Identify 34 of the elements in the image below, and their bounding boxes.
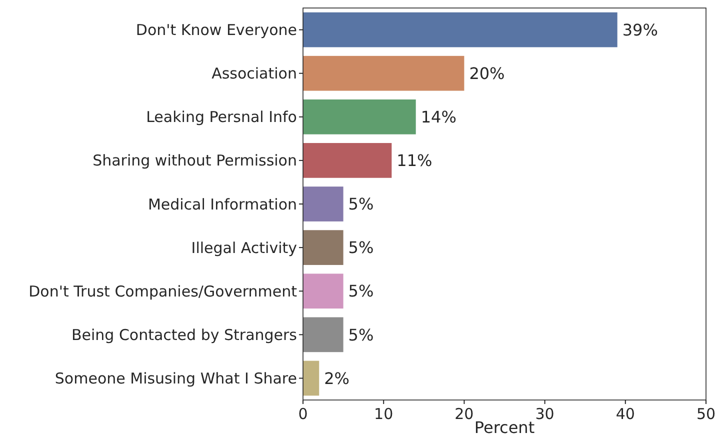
y-tick-label: Medical Information xyxy=(148,195,297,214)
bar xyxy=(303,186,344,222)
data-label: 5% xyxy=(348,282,374,301)
y-tick-label: Association xyxy=(212,64,297,83)
x-tick-label: 20 xyxy=(454,405,474,423)
x-tick-label: 0 xyxy=(298,405,308,423)
bar xyxy=(303,143,392,178)
data-label: 14% xyxy=(420,107,456,126)
x-tick-label: 10 xyxy=(374,405,394,423)
data-label: 2% xyxy=(324,368,350,388)
data-label: 20% xyxy=(469,64,505,83)
y-tick-label: Illegal Activity xyxy=(191,238,298,257)
bar xyxy=(303,274,344,309)
bar xyxy=(303,99,416,134)
x-tick-label: 40 xyxy=(616,405,635,423)
bar xyxy=(303,360,320,396)
data-label: 39% xyxy=(622,20,658,40)
y-tick-label: Leaking Persnal Info xyxy=(146,108,297,126)
y-tick-label: Sharing without Permission xyxy=(92,152,297,170)
y-tick-label: Being Contacted by Strangers xyxy=(71,326,298,344)
data-label: 5% xyxy=(348,238,374,258)
y-tick-label: Don't Trust Companies/Government xyxy=(28,282,298,300)
data-label: 11% xyxy=(396,151,432,170)
y-tick-label: Someone Misusing What I Share xyxy=(54,369,297,388)
bar xyxy=(303,230,344,265)
bar xyxy=(303,12,618,48)
x-axis-title: Percent xyxy=(474,418,535,437)
x-tick-label: 30 xyxy=(535,405,554,423)
data-label: 5% xyxy=(348,194,374,214)
x-tick-label: 50 xyxy=(696,405,716,423)
y-tick-label: Don't Know Everyone xyxy=(136,21,297,40)
data-label: 5% xyxy=(348,325,374,344)
bar xyxy=(303,317,344,352)
bar xyxy=(303,56,464,91)
